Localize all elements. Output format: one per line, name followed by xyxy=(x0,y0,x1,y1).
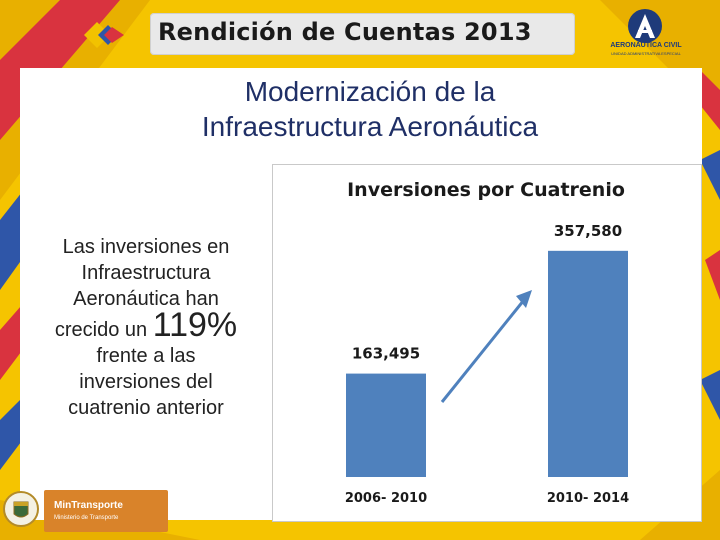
category-label: 2006- 2010 xyxy=(345,491,427,506)
summary-line-4-prefix: crecido un xyxy=(54,319,148,341)
slide-title-line-2: Infraestructura Aeronáutica xyxy=(201,111,539,142)
colombia-coat-of-arms-icon xyxy=(3,491,39,527)
slide-title: Modernización de la Infraestructura Aero… xyxy=(120,74,620,144)
summary-line-7: cuatrenio anterior xyxy=(68,397,224,419)
mintransporte-name: MinTransporte xyxy=(54,500,123,511)
summary-text: Las inversiones en Infraestructura Aeron… xyxy=(34,234,258,421)
summary-line-1: Las inversiones en xyxy=(62,236,230,258)
aerocivil-logo-subtitle: UNIDAD ADMINISTRATIVA ESPECIAL xyxy=(611,51,681,56)
bar-value-label: 357,580 xyxy=(554,222,622,240)
aerocivil-logo-name: AERONÁUTICA CIVIL xyxy=(610,42,682,49)
mintransporte-subtitle: Ministerio de Transporte xyxy=(54,515,119,521)
mintransporte-logo: MinTransporte Ministerio de Transporte xyxy=(44,490,168,532)
aerocivil-logo-icon xyxy=(628,9,662,43)
summary-line-4: crecido un 119% xyxy=(34,308,258,343)
bar-2006-2010 xyxy=(346,373,426,477)
growth-percentage: 119% xyxy=(152,306,238,344)
growth-arrow-head-icon xyxy=(516,290,532,308)
growth-arrow xyxy=(440,299,526,403)
bar-value-label: 163,495 xyxy=(352,345,420,363)
government-diamond-logo-icon xyxy=(84,22,124,48)
chart-frame xyxy=(272,164,702,522)
summary-line-3: Aeronáutica han xyxy=(73,288,219,310)
header-title: Rendición de Cuentas 2013 xyxy=(158,18,532,46)
header-title-bar xyxy=(150,13,575,55)
slide-title-line-1: Modernización de la xyxy=(244,76,496,107)
summary-line-5: frente a las xyxy=(96,345,196,367)
summary-line-2: Infraestructura xyxy=(81,262,211,284)
bar-2010-2014 xyxy=(548,250,628,477)
summary-line-6: inversiones del xyxy=(79,371,213,393)
investment-bar-chart: Inversiones por Cuatrenio 163,495 2006- 2… xyxy=(345,179,629,506)
chart-title: Inversiones por Cuatrenio xyxy=(347,179,625,201)
category-label: 2010- 2014 xyxy=(547,491,629,506)
